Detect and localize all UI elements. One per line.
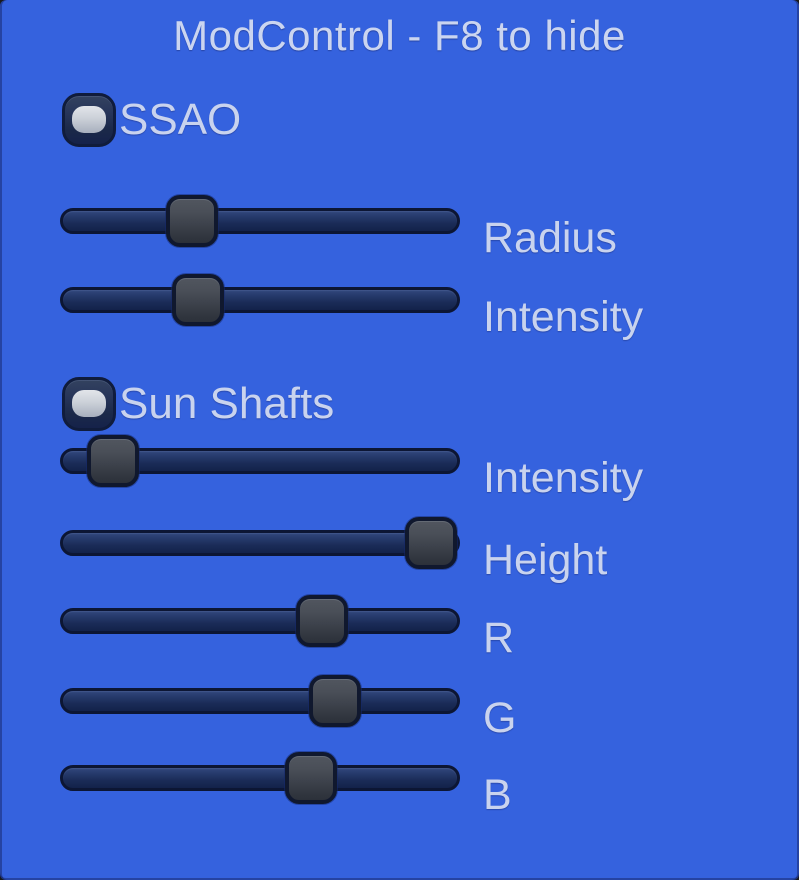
slider-row-shafts-intensity: Intensity xyxy=(60,435,760,502)
slider-thumb-shafts-intensity[interactable] xyxy=(86,435,139,487)
slider-label-ssao-intensity: Intensity xyxy=(483,293,644,341)
toggle-sun-shafts-label: Sun Shafts xyxy=(119,379,335,428)
sun-shafts-checkbox[interactable] xyxy=(62,377,116,431)
slider-row-ssao-radius: Radius xyxy=(60,195,760,262)
slider-label-r: R xyxy=(483,614,515,662)
toggle-ssao[interactable]: SSAO xyxy=(62,93,241,147)
slider-label-g: G xyxy=(483,694,517,742)
slider-thumb-radius[interactable] xyxy=(165,195,218,247)
slider-track-ssao-intensity[interactable] xyxy=(60,274,460,326)
checkbox-checked-indicator xyxy=(72,389,106,417)
slider-label-height: Height xyxy=(483,536,608,584)
slider-track-shafts-intensity[interactable] xyxy=(60,435,460,487)
slider-row-b: B xyxy=(60,752,760,819)
slider-thumb-g[interactable] xyxy=(309,675,362,727)
toggle-sun-shafts[interactable]: Sun Shafts xyxy=(62,377,334,431)
slider-thumb-b[interactable] xyxy=(285,752,338,804)
slider-track-r[interactable] xyxy=(60,595,460,647)
ssao-checkbox[interactable] xyxy=(62,93,116,147)
slider-track-height[interactable] xyxy=(60,517,460,569)
slider-row-height: Height xyxy=(60,517,760,584)
slider-row-g: G xyxy=(60,675,760,742)
slider-label-radius: Radius xyxy=(483,214,617,262)
slider-row-r: R xyxy=(60,595,760,662)
slider-label-shafts-intensity: Intensity xyxy=(483,454,644,502)
slider-thumb-ssao-intensity[interactable] xyxy=(172,274,225,326)
slider-row-ssao-intensity: Intensity xyxy=(60,274,760,341)
toggle-ssao-label: SSAO xyxy=(119,95,242,144)
slider-track-b[interactable] xyxy=(60,752,460,804)
slider-track-g[interactable] xyxy=(60,675,460,727)
slider-label-b: B xyxy=(483,771,512,819)
slider-thumb-height[interactable] xyxy=(405,517,457,569)
checkbox-checked-indicator xyxy=(72,105,106,133)
slider-thumb-r[interactable] xyxy=(295,595,348,647)
slider-track-radius[interactable] xyxy=(60,195,460,247)
panel-title: ModControl - F8 to hide xyxy=(173,12,626,59)
